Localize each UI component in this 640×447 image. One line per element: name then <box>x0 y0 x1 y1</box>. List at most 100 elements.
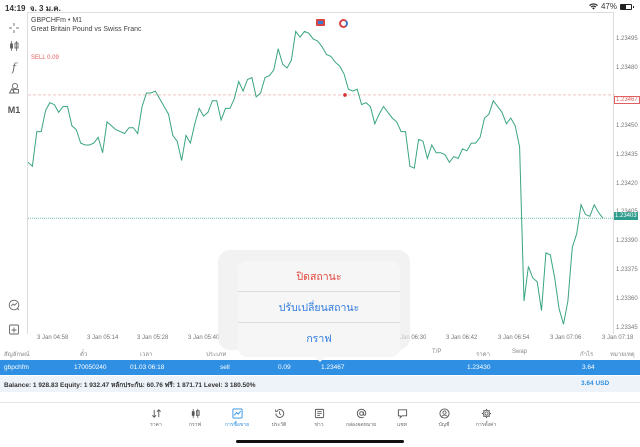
x-tick: 3 Jan 06:54 <box>498 335 530 341</box>
x-tick: 3 Jan 07:06 <box>550 335 582 341</box>
indicator-icon[interactable] <box>339 19 348 28</box>
tab-label: ข่าว <box>314 422 324 428</box>
cell-ticket: 170050240 <box>74 364 107 371</box>
price-line-plot <box>28 30 615 325</box>
news-icon <box>314 408 324 419</box>
y-tick: 1.23345 <box>616 325 638 331</box>
battery-percent: 47% <box>600 2 617 11</box>
popover-arrow <box>315 357 325 362</box>
account-icon <box>438 408 450 419</box>
cell-open-price: 1.23467 <box>321 364 345 371</box>
col-price: ราคา <box>476 352 490 358</box>
tab-label: แชท <box>397 422 407 428</box>
x-tick: 3 Jan 05:14 <box>87 335 119 341</box>
chart-description: Great Britain Pound vs Swiss Franc <box>31 26 142 33</box>
tab-account[interactable]: บัญชี <box>424 408 464 429</box>
x-tick: 3 Jan 06:30 <box>395 335 427 341</box>
position-action-sheet: ปิดสถานะ ปรับเปลี่ยนสถานะ กราฟ <box>238 261 400 357</box>
y-tick: 1.23375 <box>616 267 638 273</box>
tab-label: ราคา <box>150 422 162 428</box>
chart-symbol: GBPCHFm • M1 <box>31 17 83 24</box>
col-profit: กำไร <box>580 352 594 358</box>
x-tick: 3 Jan 06:42 <box>446 335 478 341</box>
close-position-button[interactable]: ปิดสถานะ <box>238 261 400 292</box>
cell-price: 1.23430 <box>467 364 491 371</box>
function-icon[interactable]: f <box>11 60 17 74</box>
cell-type: sell <box>220 364 230 371</box>
history-icon <box>274 409 284 418</box>
trade-icon <box>231 408 243 419</box>
tab-settings[interactable]: การตั้งค่า <box>466 408 506 429</box>
col-tp: T/P <box>432 349 442 355</box>
col-type: ประเภท <box>206 352 227 358</box>
x-tick: 3 Jan 07:18 <box>602 335 634 341</box>
tab-chart[interactable]: กราฟ <box>175 408 215 429</box>
home-indicator[interactable] <box>236 440 404 443</box>
wifi-icon <box>589 3 598 10</box>
tab-label: การซื้อขาย <box>224 422 250 428</box>
tab-chat[interactable]: แชท <box>382 408 422 429</box>
x-tick: 3 Jan 04:58 <box>37 335 69 341</box>
account-summary: Balance: 1 928.83 Equity: 1 932.47 หลักป… <box>0 376 640 392</box>
col-comment: หมายเหตุ <box>610 352 635 358</box>
mailbox-icon <box>356 408 366 419</box>
settings-icon <box>481 408 491 419</box>
tab-bar: ราคา กราฟ การซื้อขาย ประวัติ ข่าว กล่องจ… <box>0 402 640 447</box>
status-bar: 14:19 จ. 3 ม.ค. 47% <box>0 0 640 13</box>
battery-icon <box>620 3 634 10</box>
y-tick: 1.23360 <box>616 296 638 302</box>
timeframe-button[interactable]: M1 <box>7 105 21 115</box>
tab-history[interactable]: ประวัติ <box>259 408 299 429</box>
chart-overlay-icons <box>316 19 348 28</box>
cell-volume: 0.09 <box>278 364 291 371</box>
sell-position-label: SELL 0.09 <box>31 55 59 61</box>
col-ticket: ตั๋ว <box>80 352 88 358</box>
tab-label: บัญชี <box>438 422 450 428</box>
objects-icon[interactable] <box>4 80 24 96</box>
position-row[interactable]: gbpchfm 170050240 01.03 06:18 sell 0.09 … <box>0 360 640 375</box>
current-price-label: 1.23403 <box>614 212 638 220</box>
candlestick-icon[interactable] <box>4 38 24 54</box>
chart-button[interactable]: กราฟ <box>306 333 332 345</box>
y-tick: 1.23420 <box>616 181 638 187</box>
quotes-icon <box>151 409 161 418</box>
tab-label: กราฟ <box>188 422 202 428</box>
y-tick: 1.23450 <box>616 123 638 129</box>
status-right: 47% <box>589 2 634 11</box>
col-time: เวลา <box>140 352 153 358</box>
col-symbol: สัญลักษณ์ <box>4 352 30 358</box>
cell-time: 01.03 06:18 <box>130 364 165 371</box>
one-click-trading-icon[interactable] <box>316 19 325 26</box>
x-tick: 3 Jan 05:40 <box>188 335 220 341</box>
tab-trade[interactable]: การซื้อขาย <box>217 408 257 429</box>
tab-news[interactable]: ข่าว <box>299 408 339 429</box>
chart-toolbar: f M1 <box>0 12 27 344</box>
y-tick: 1.23435 <box>616 152 638 158</box>
chat-icon <box>397 409 407 419</box>
tab-label: ประวัติ <box>271 422 287 428</box>
price-axis: 1.23495 1.23480 1.23450 1.23435 1.23420 … <box>614 12 640 334</box>
y-tick: 1.23495 <box>616 36 638 42</box>
cell-symbol: gbpchfm <box>4 364 29 371</box>
tab-mailbox[interactable]: กล่องจดหมาย <box>341 408 381 429</box>
total-profit: 3.64 USD <box>581 380 610 387</box>
chart-icon <box>191 408 200 419</box>
new-order-icon[interactable] <box>4 321 24 337</box>
tab-label: การตั้งค่า <box>475 422 497 428</box>
crosshair-icon[interactable] <box>4 20 24 36</box>
y-tick: 1.23480 <box>616 65 638 71</box>
time-axis: 3 Jan 04:58 3 Jan 05:14 3 Jan 05:28 3 Ja… <box>27 334 640 344</box>
balance-text: Balance: 1 928.83 Equity: 1 932.47 หลักป… <box>4 382 256 389</box>
trade-chart-icon[interactable] <box>4 297 24 313</box>
price-chart[interactable]: GBPCHFm • M1 Great Britain Pound vs Swis… <box>27 12 615 334</box>
tab-quotes[interactable]: ราคา <box>136 408 176 429</box>
sell-price-label: 1.23467 <box>614 96 640 104</box>
x-tick: 3 Jan 05:28 <box>137 335 169 341</box>
status-time: 14:19 จ. 3 ม.ค. <box>5 4 61 13</box>
col-swap: Swap <box>512 349 528 355</box>
chart-title: GBPCHFm • M1 Great Britain Pound vs Swis… <box>31 16 142 34</box>
tab-label: กล่องจดหมาย <box>345 422 377 428</box>
modify-position-button[interactable]: ปรับเปลี่ยนสถานะ <box>238 292 400 323</box>
y-tick: 1.23390 <box>616 238 638 244</box>
cell-profit: 3.64 <box>582 364 595 371</box>
